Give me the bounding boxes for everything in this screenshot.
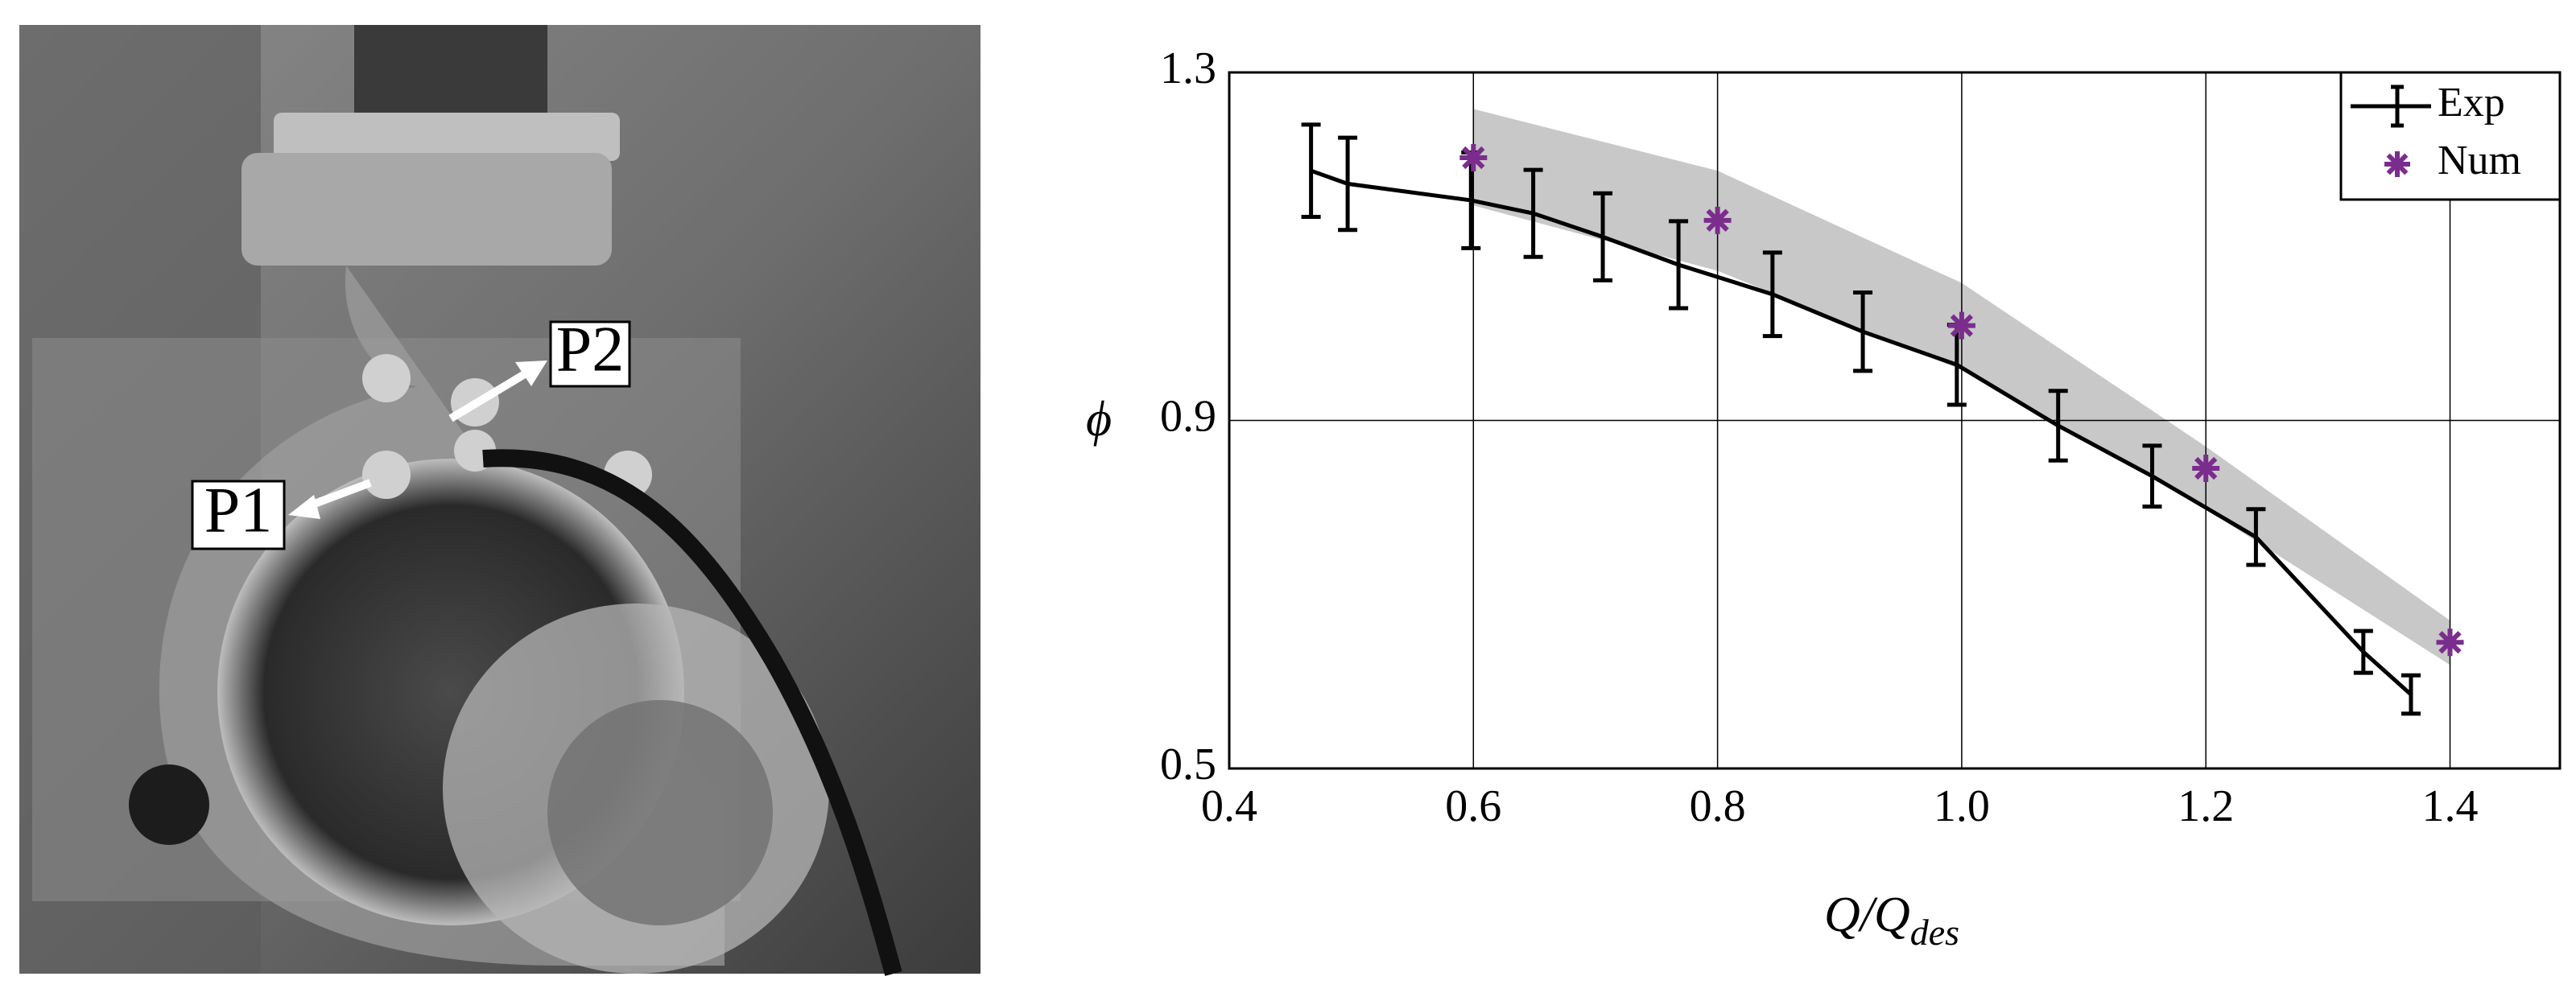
x-axis-label-main: Q/Q [1824, 888, 1910, 942]
num-marker [1947, 311, 1975, 340]
arrow-head [288, 495, 320, 519]
arrow [304, 479, 372, 511]
arrow-head [515, 360, 547, 386]
num-marker [1703, 206, 1732, 234]
error-bar [1301, 122, 1321, 219]
photo-inlet-bore [547, 700, 773, 925]
photo-cover [242, 153, 612, 266]
photo-shaft [354, 25, 547, 122]
error-bar [1669, 219, 1689, 311]
legend-box [2339, 71, 2562, 201]
legend-label: Num [2438, 138, 2521, 183]
x-axis-label: Q/Qdes [1824, 888, 1959, 952]
photo-sensor [362, 451, 411, 499]
y-axis-label: ϕ [1086, 392, 1112, 447]
error-bar [2246, 507, 2266, 567]
exp-line [1310, 168, 2413, 696]
error-bar [2353, 628, 2373, 675]
arrow [448, 366, 534, 422]
x-tick-label: 0.6 [1445, 781, 1501, 831]
photo: P2 P1 [19, 25, 980, 976]
error-bar [1338, 135, 1358, 233]
photo-label: P2 [556, 314, 625, 385]
error-bar [2048, 389, 2068, 463]
y-tick-label: 1.3 [1160, 43, 1216, 93]
y-tick-label: 0.5 [1160, 740, 1216, 789]
x-tick-label: 1.0 [1934, 781, 1990, 831]
error-bar [1853, 290, 1873, 373]
photo-label: P1 [204, 475, 273, 546]
x-axis-label-sub: des [1910, 912, 1959, 953]
error-bar [1762, 250, 1782, 339]
label-box [191, 480, 286, 550]
x-tick-label: 1.2 [2178, 781, 2234, 831]
photo-flange [274, 113, 620, 161]
x-tick-label: 1.4 [2422, 781, 2479, 831]
error-bar [1593, 191, 1613, 282]
error-bar [2142, 443, 2162, 509]
num-marker [2192, 454, 2220, 482]
photo-knob [129, 764, 209, 845]
num-marker [1459, 143, 1488, 171]
photo-sensor [362, 354, 411, 402]
error-bar [2401, 673, 2421, 716]
error-bar [1523, 167, 1543, 259]
y-tick-label: 0.9 [1160, 391, 1216, 441]
legend-label: Exp [2438, 80, 2505, 126]
photo-cable [482, 449, 902, 976]
label-box [549, 320, 631, 388]
x-tick-label: 0.8 [1690, 781, 1746, 831]
legend-symbol [2384, 151, 2410, 177]
plot-frame [1228, 71, 2562, 770]
num-marker [2436, 628, 2464, 657]
legend-symbol [2351, 84, 2431, 128]
x-tick-label: 0.4 [1201, 781, 1257, 831]
